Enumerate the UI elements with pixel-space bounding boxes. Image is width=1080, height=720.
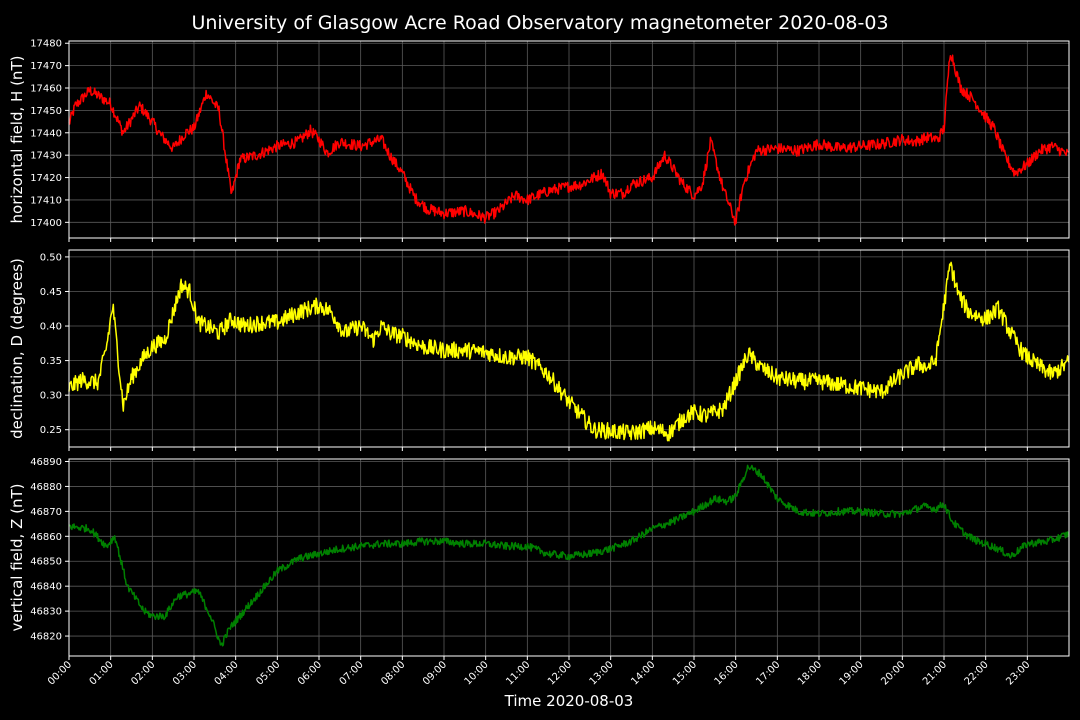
panel-3: 46820 46830 46840 46850 46860 46870 46880 46890… <box>8 457 1070 660</box>
y-tick-label: 46890 <box>30 457 62 468</box>
x-tick-label: 12:00 <box>546 659 574 687</box>
x-tick-label: 13:00 <box>588 659 616 687</box>
y-tick-label: 46860 <box>30 532 62 543</box>
y-tick-label: 46820 <box>30 632 62 643</box>
y-tick-label: 0.50 <box>40 252 62 263</box>
y-axis-label: declination, D (degrees) <box>8 258 26 439</box>
x-tick-label: 16:00 <box>713 659 741 687</box>
x-tick-label: 14:00 <box>629 659 657 687</box>
x-tick-label: 06:00 <box>296 659 324 687</box>
y-tick-label: 17420 <box>30 173 62 184</box>
plot-frame <box>68 40 1070 239</box>
x-tick-label: 20:00 <box>879 659 907 687</box>
x-tick-label: 15:00 <box>671 659 699 687</box>
plot-frame <box>68 249 1070 448</box>
y-tick-label: 17430 <box>30 151 62 162</box>
x-tick-label: 17:00 <box>754 659 782 687</box>
y-tick-label: 46850 <box>30 557 62 568</box>
x-tick-label: 02:00 <box>129 659 157 687</box>
series-line-1 <box>68 54 1070 226</box>
x-tick-label: 11:00 <box>504 659 532 687</box>
chart-title: University of Glasgow Acre Road Observat… <box>191 12 888 34</box>
panel-1: 17400 17410 17420 17430 17440 17450 17460 17470… <box>8 39 1070 242</box>
x-tick-label: 07:00 <box>338 659 366 687</box>
x-tick-label: 22:00 <box>963 659 991 687</box>
y-axis-label: horizontal field, H (nT) <box>8 56 26 224</box>
x-tick-label: 18:00 <box>796 659 824 687</box>
x-tick-label: 21:00 <box>921 659 949 687</box>
x-tick-labels: 00:00 01:00 02:00 03:00 04:00 05:00 06:00 07:00… <box>46 659 1032 687</box>
x-tick-label: 08:00 <box>379 659 407 687</box>
series-line-2 <box>68 261 1070 442</box>
series-line-3 <box>68 464 1070 647</box>
x-tick-label: 23:00 <box>1004 659 1032 687</box>
x-tick-label: 05:00 <box>254 659 282 687</box>
y-tick-label: 17410 <box>30 195 62 206</box>
plot-frame <box>68 458 1070 657</box>
y-tick-label: 17460 <box>30 84 62 95</box>
x-axis-label: Time 2020-08-03 <box>504 692 634 710</box>
y-tick-label: 46840 <box>30 582 62 593</box>
y-axis-label: vertical field, Z (nT) <box>8 483 26 631</box>
x-tick-label: 04:00 <box>213 659 241 687</box>
y-tick-label: 46870 <box>30 507 62 518</box>
x-tick-label: 00:00 <box>46 659 74 687</box>
y-tick-label: 0.25 <box>40 425 62 436</box>
y-tick-label: 17400 <box>30 218 62 229</box>
y-tick-label: 0.45 <box>40 287 62 298</box>
panel-2: 0.25 0.30 0.35 0.40 0.45 0.50 declination, D (… <box>8 249 1070 451</box>
y-tick-label: 17450 <box>30 106 62 117</box>
y-tick-label: 17440 <box>30 128 62 139</box>
y-tick-label: 46830 <box>30 607 62 618</box>
panels-group: 17400 17410 17420 17430 17440 17450 17460 17470… <box>8 39 1070 688</box>
y-tick-label: 46880 <box>30 482 62 493</box>
y-tick-label: 17480 <box>30 39 62 50</box>
y-tick-label: 0.35 <box>40 356 62 367</box>
x-tick-label: 10:00 <box>463 659 491 687</box>
y-tick-label: 17470 <box>30 61 62 72</box>
x-tick-label: 03:00 <box>171 659 199 687</box>
x-tick-label: 09:00 <box>421 659 449 687</box>
x-tick-label: 19:00 <box>838 659 866 687</box>
y-tick-label: 0.30 <box>40 391 62 402</box>
x-tick-label: 01:00 <box>88 659 116 687</box>
y-tick-label: 0.40 <box>40 322 62 333</box>
